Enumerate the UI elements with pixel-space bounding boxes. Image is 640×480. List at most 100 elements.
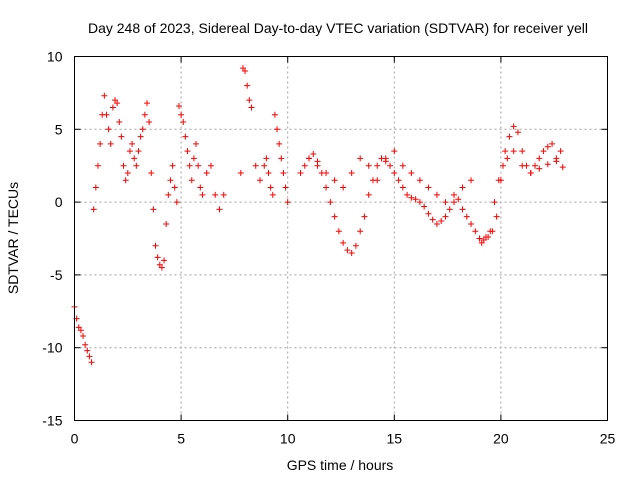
plot-frame	[74, 56, 608, 421]
data-point	[374, 177, 381, 184]
data-point	[190, 155, 197, 162]
data-point	[532, 162, 539, 169]
data-point	[506, 133, 513, 140]
data-point	[244, 82, 251, 89]
data-point	[493, 213, 500, 220]
data-point	[246, 97, 253, 104]
x-axis-label: GPS time / hours	[287, 457, 394, 473]
data-point	[429, 216, 436, 223]
x-tick-label: 0	[71, 431, 79, 447]
data-point	[412, 196, 419, 203]
data-point	[103, 111, 110, 118]
data-point	[86, 353, 93, 360]
data-point	[463, 213, 470, 220]
data-point	[163, 220, 170, 227]
y-tick-label: -15	[42, 413, 62, 429]
data-point	[559, 164, 566, 171]
data-point	[161, 257, 168, 264]
data-point	[404, 191, 411, 198]
data-point	[84, 347, 91, 354]
data-point	[207, 162, 214, 169]
data-point	[544, 161, 551, 168]
data-point	[276, 140, 283, 147]
data-point	[182, 133, 189, 140]
data-point	[137, 133, 144, 140]
data-point	[139, 126, 146, 133]
data-point	[310, 151, 317, 158]
x-axis-ticks: 0 5 10 15 20 25	[71, 56, 615, 447]
data-point	[188, 177, 195, 184]
data-point	[491, 199, 498, 206]
data-point	[173, 199, 180, 206]
data-point	[186, 162, 193, 169]
data-point	[82, 341, 89, 348]
data-point	[455, 196, 462, 203]
data-point	[514, 129, 521, 136]
data-point	[274, 126, 281, 133]
data-point	[536, 155, 543, 162]
data-point	[109, 104, 116, 111]
data-point	[133, 162, 140, 169]
data-point	[252, 162, 259, 169]
data-point	[468, 177, 475, 184]
data-point	[282, 184, 289, 191]
data-point	[107, 140, 114, 147]
data-point	[361, 213, 368, 220]
data-point	[197, 184, 204, 191]
data-point	[124, 169, 131, 176]
data-point	[352, 242, 359, 249]
data-point	[348, 250, 355, 257]
y-axis-label: SDTVAR / TECUs	[5, 182, 21, 294]
data-point	[348, 169, 355, 176]
data-point	[446, 206, 453, 213]
data-point	[459, 184, 466, 191]
data-point	[544, 143, 551, 150]
data-point	[450, 199, 457, 206]
data-point	[135, 148, 142, 155]
y-tick-label: 10	[47, 49, 63, 65]
data-point	[195, 162, 202, 169]
data-point	[141, 111, 148, 118]
data-point	[399, 184, 406, 191]
data-point	[482, 234, 489, 241]
data-point	[178, 111, 185, 118]
data-point	[335, 228, 342, 235]
data-point	[468, 220, 475, 227]
data-point	[476, 235, 483, 242]
data-point	[510, 123, 517, 130]
x-tick-label: 5	[177, 431, 185, 447]
data-point	[344, 247, 351, 254]
data-point	[433, 191, 440, 198]
data-point	[90, 206, 97, 213]
data-point	[297, 169, 304, 176]
data-point	[129, 140, 136, 147]
data-point	[502, 148, 509, 155]
data-point	[184, 148, 191, 155]
data-point	[199, 191, 206, 198]
data-point	[80, 333, 87, 340]
y-tick-label: -5	[50, 267, 63, 283]
data-point	[442, 213, 449, 220]
data-point	[433, 220, 440, 227]
data-point	[365, 162, 372, 169]
data-point	[357, 155, 364, 162]
data-point	[216, 206, 223, 213]
data-point	[101, 92, 108, 99]
data-point	[395, 177, 402, 184]
data-point	[549, 140, 556, 147]
data-point	[278, 155, 285, 162]
data-point	[122, 177, 129, 184]
data-point	[472, 228, 479, 235]
data-point	[146, 119, 153, 126]
data-point	[323, 184, 330, 191]
x-tick-label: 20	[493, 431, 509, 447]
data-point	[220, 191, 227, 198]
data-point	[175, 103, 182, 110]
data-point	[553, 158, 560, 165]
data-point	[120, 162, 127, 169]
data-point	[256, 177, 263, 184]
data-point	[478, 239, 485, 246]
data-point	[167, 177, 174, 184]
data-point	[519, 162, 526, 169]
